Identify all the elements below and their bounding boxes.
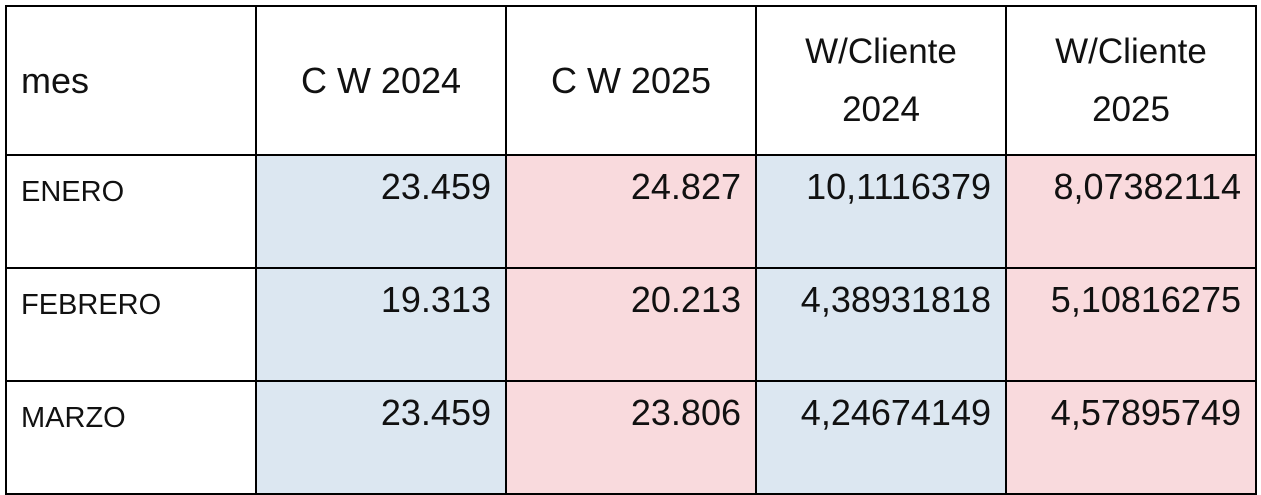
cell-cw-2025: 24.827	[505, 154, 757, 269]
header-row: mes C W 2024 C W 2025 W/Cliente 2024 W/C…	[5, 5, 1257, 156]
cell-cw-2024: 23.459	[255, 154, 507, 269]
table-row: MARZO 23.459 23.806 4,24674149 4,5789574…	[5, 380, 1257, 495]
header-wcliente-2024: W/Cliente 2024	[755, 5, 1007, 156]
header-wcliente-2025-line2: 2025	[1092, 89, 1170, 129]
cell-mes: MARZO	[5, 380, 257, 495]
cell-wcliente-2024: 10,1116379	[755, 154, 1007, 269]
cell-mes: ENERO	[5, 154, 257, 269]
header-wcliente-2024-line2: 2024	[842, 89, 920, 129]
table-row: ENERO 23.459 24.827 10,1116379 8,0738211…	[5, 154, 1257, 269]
header-wcliente-2024-line1: W/Cliente	[805, 31, 957, 71]
cell-wcliente-2024: 4,24674149	[755, 380, 1007, 495]
header-wcliente-2025-line1: W/Cliente	[1055, 31, 1207, 71]
cell-wcliente-2025: 8,07382114	[1005, 154, 1257, 269]
header-mes: mes	[5, 5, 257, 156]
cell-wcliente-2025: 4,57895749	[1005, 380, 1257, 495]
data-table: mes C W 2024 C W 2025 W/Cliente 2024 W/C…	[5, 5, 1257, 495]
cell-wcliente-2024: 4,38931818	[755, 267, 1007, 382]
cell-cw-2024: 19.313	[255, 267, 507, 382]
header-cw-2024: C W 2024	[255, 5, 507, 156]
cell-wcliente-2025: 5,10816275	[1005, 267, 1257, 382]
table-row: FEBRERO 19.313 20.213 4,38931818 5,10816…	[5, 267, 1257, 382]
header-cw-2025: C W 2025	[505, 5, 757, 156]
cell-cw-2024: 23.459	[255, 380, 507, 495]
cell-mes: FEBRERO	[5, 267, 257, 382]
cell-cw-2025: 20.213	[505, 267, 757, 382]
header-wcliente-2025: W/Cliente 2025	[1005, 5, 1257, 156]
cell-cw-2025: 23.806	[505, 380, 757, 495]
